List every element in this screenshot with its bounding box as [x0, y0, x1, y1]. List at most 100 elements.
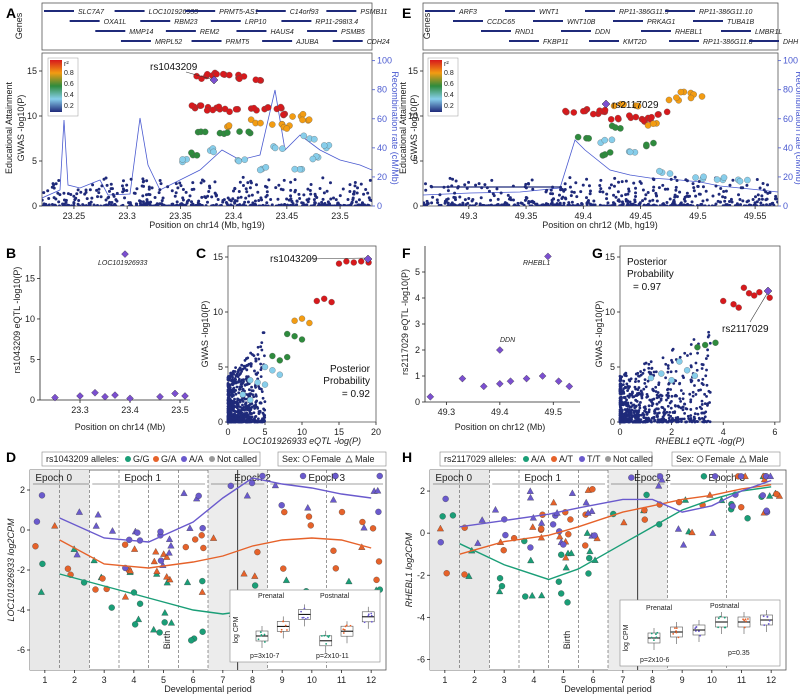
coloc-bg-point — [255, 399, 259, 403]
xtick-label: 4 — [131, 675, 136, 685]
ld-legend-08-a: 0.8 — [64, 70, 74, 77]
coloc-bg-point — [259, 362, 263, 366]
coloc-bg-point — [629, 377, 633, 381]
snp-point — [525, 196, 529, 200]
coloc-bg-point — [704, 410, 708, 414]
coloc-bg-point — [256, 417, 260, 421]
box-point — [717, 626, 720, 629]
sample-point-female — [449, 512, 457, 519]
snp-point — [326, 203, 330, 206]
snp-point — [362, 192, 366, 196]
ld-snp-point — [203, 107, 211, 114]
snp-point — [95, 204, 99, 206]
coloc-point — [269, 352, 276, 360]
snp-point — [47, 196, 51, 200]
xtick-label: 7 — [220, 675, 225, 685]
snp-point — [207, 190, 211, 194]
snp-point — [161, 196, 165, 200]
snp-point — [730, 200, 734, 204]
snp-point — [651, 188, 655, 192]
allele-swatch-tt-h — [579, 456, 585, 462]
snp-point — [450, 204, 454, 206]
xtick-label: 23.5 — [171, 405, 189, 415]
snp-point — [696, 184, 700, 188]
snp-point — [479, 196, 483, 200]
snp-point — [489, 198, 493, 202]
snp-point — [673, 203, 677, 206]
coloc-point — [658, 370, 665, 377]
coloc-bg-point — [235, 385, 239, 389]
snp-point — [145, 179, 149, 183]
eqtl-point — [51, 393, 59, 402]
coloc-bg-point — [647, 362, 651, 366]
snp-point — [332, 196, 336, 200]
snp-point — [496, 202, 500, 206]
inset-boxes-d — [255, 604, 375, 653]
coloc-bg-point — [665, 393, 669, 397]
snp-point — [129, 177, 133, 181]
coloc-bg-point — [234, 392, 238, 396]
xtick-label: 7 — [620, 675, 625, 685]
gene-label: OXA1L — [104, 19, 127, 26]
ld-snp-point — [601, 136, 609, 144]
snp-point — [733, 204, 737, 206]
snp-point — [461, 203, 465, 206]
lead-snp-pointer-a — [185, 71, 215, 81]
panel-label-h: H — [402, 449, 412, 465]
coloc-bg-point — [228, 397, 231, 400]
ld-snp-point — [692, 174, 699, 181]
snp-point — [755, 204, 759, 206]
ytick-label: 0 — [415, 397, 420, 407]
ld-snp-point — [279, 145, 286, 152]
snp-point — [204, 204, 208, 206]
snp-point — [685, 194, 689, 198]
ld-snp-point — [299, 110, 307, 118]
snp-point — [643, 197, 647, 201]
snp-point — [739, 186, 743, 190]
box-point — [723, 616, 726, 619]
snp-point — [76, 202, 80, 206]
snp-point — [249, 179, 253, 183]
sample-point-male — [709, 529, 717, 536]
snp-point — [241, 184, 245, 188]
snp-point — [57, 200, 61, 204]
coloc-bg-point — [679, 399, 683, 403]
coloc-bg-point — [654, 385, 658, 389]
xtick-label: 23.4 — [225, 211, 243, 221]
snp-point — [106, 204, 110, 206]
coloc-bg-point — [228, 393, 232, 397]
sample-point-male — [153, 567, 161, 575]
snp-point — [72, 194, 76, 198]
sample-point-male — [165, 535, 174, 542]
coloc-bg-point — [667, 382, 671, 386]
expr-ylabel-h: RHEBL1 log2CPM — [404, 532, 414, 607]
recomb-tick-label: 60 — [377, 114, 387, 124]
panel-label-c: C — [196, 245, 206, 261]
sample-point-female — [558, 590, 565, 597]
snp-point — [120, 184, 124, 188]
sample-point-male — [588, 507, 596, 514]
coloc-bg-point — [237, 391, 241, 395]
sample-point-female — [560, 541, 567, 548]
snp-point — [527, 182, 531, 186]
coloc-bg-point — [630, 415, 634, 419]
xtick-label: 10 — [297, 427, 307, 437]
coloc-bg-point — [243, 359, 247, 362]
expr-xlabel-h: Developmental period — [564, 684, 652, 694]
birth-label-d: Birth — [162, 631, 172, 650]
coloc-bg-point — [692, 338, 696, 341]
coloc-point — [647, 374, 655, 382]
coloc-bg-point — [233, 397, 236, 401]
coloc-bg-point — [643, 409, 646, 413]
snp-point — [545, 188, 549, 192]
coloc-bg-point — [624, 411, 627, 415]
snp-point — [431, 195, 435, 199]
snp-point — [176, 186, 180, 190]
snp-point — [67, 203, 71, 206]
snp-point — [56, 191, 60, 195]
sample-point-female — [641, 516, 648, 523]
coloc-bg-point — [707, 333, 711, 337]
xtick-label: 10 — [707, 675, 717, 685]
xtick-label: 5 — [161, 675, 166, 685]
inset-postnatal-d: Postnatal — [320, 593, 350, 600]
